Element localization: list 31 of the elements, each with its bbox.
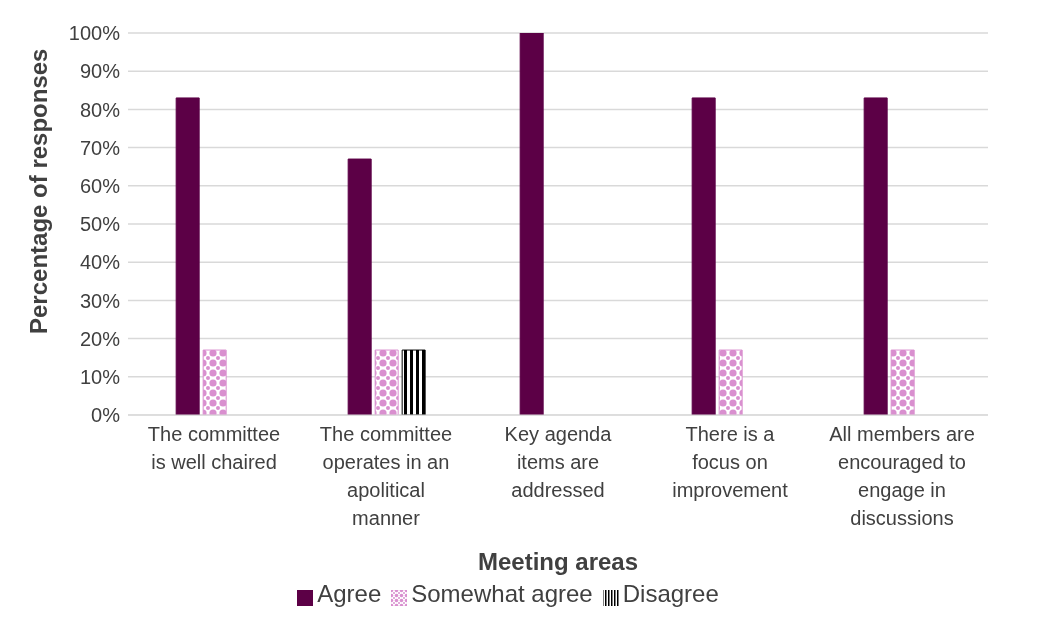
y-tick-label: 0% (91, 404, 121, 427)
bar (175, 97, 200, 415)
bar (401, 349, 426, 415)
x-tick-label: The committee is well chaired (147, 423, 281, 473)
y-tick-label: 30% (79, 289, 121, 312)
y-tick-label: 20% (79, 327, 121, 350)
bar (519, 33, 544, 415)
y-tick-label: 60% (79, 174, 121, 197)
legend-label: Somewhat agree (411, 580, 593, 607)
x-tick-label: The committee operates in an apolitical manner (319, 423, 453, 529)
bar (890, 349, 915, 415)
y-tick-label: 70% (79, 136, 121, 159)
legend-label: Disagree (622, 580, 719, 607)
y-tick-label: 10% (79, 365, 121, 388)
y-tick-label: 40% (79, 251, 121, 274)
y-axis-title: Percentage of responses (24, 48, 52, 334)
y-tick-label: 100% (68, 22, 121, 45)
bar (863, 97, 888, 415)
bar (718, 349, 743, 415)
x-tick-label: There is a focus on improvement (672, 423, 789, 501)
y-tick-label: 80% (79, 98, 121, 121)
bar (202, 349, 227, 415)
x-tick-label: Key agenda items are addressed (504, 423, 613, 501)
x-tick-label: All members are encouraged to engage in discussions (829, 423, 975, 529)
y-tick-label: 90% (79, 60, 121, 83)
bar (374, 349, 399, 415)
legend-label: Agree (317, 580, 382, 607)
x-axis-title: Meeting areas (477, 548, 639, 575)
bar (347, 158, 372, 415)
bar (691, 97, 716, 415)
y-tick-label: 50% (79, 213, 121, 236)
